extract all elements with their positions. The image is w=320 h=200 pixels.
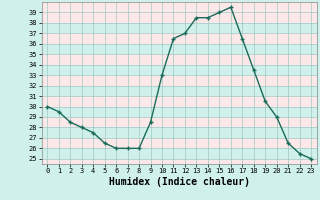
Bar: [42, 44, 317, 54]
Bar: [42, 127, 317, 138]
Bar: [42, 12, 317, 23]
Bar: [42, 148, 317, 159]
Bar: [42, 33, 317, 44]
Bar: [42, 138, 317, 148]
Bar: [42, 96, 317, 107]
X-axis label: Humidex (Indice chaleur): Humidex (Indice chaleur): [109, 177, 250, 187]
Bar: [42, 86, 317, 96]
Bar: [42, 65, 317, 75]
Bar: [42, 54, 317, 65]
Bar: [42, 117, 317, 127]
Bar: [42, 107, 317, 117]
Bar: [42, 75, 317, 86]
Bar: [42, 23, 317, 33]
